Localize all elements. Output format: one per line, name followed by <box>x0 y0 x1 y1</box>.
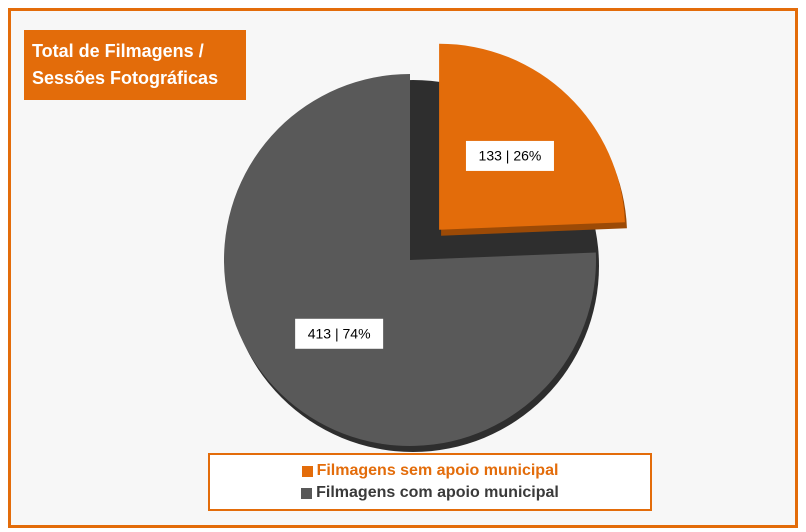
data-label: 413 | 74% <box>308 325 371 341</box>
legend-entry: Filmagens com apoio municipal <box>301 484 559 502</box>
legend-entry: Filmagens sem apoio municipal <box>301 462 559 480</box>
legend-label: Filmagens com apoio municipal <box>316 484 559 501</box>
data-label-box <box>295 318 384 349</box>
legend-swatch <box>301 465 313 477</box>
legend: Filmagens sem apoio municipal Filmagens c… <box>208 453 652 511</box>
data-label-box <box>465 140 554 171</box>
legend-swatch <box>301 487 313 499</box>
pie-slice <box>439 43 625 230</box>
data-label: 133 | 26% <box>479 148 542 164</box>
chart-title: Total de Filmagens / Sessões Fotográfica… <box>24 30 246 100</box>
pie-slice <box>224 74 597 446</box>
legend-label: Filmagens sem apoio municipal <box>316 462 559 479</box>
